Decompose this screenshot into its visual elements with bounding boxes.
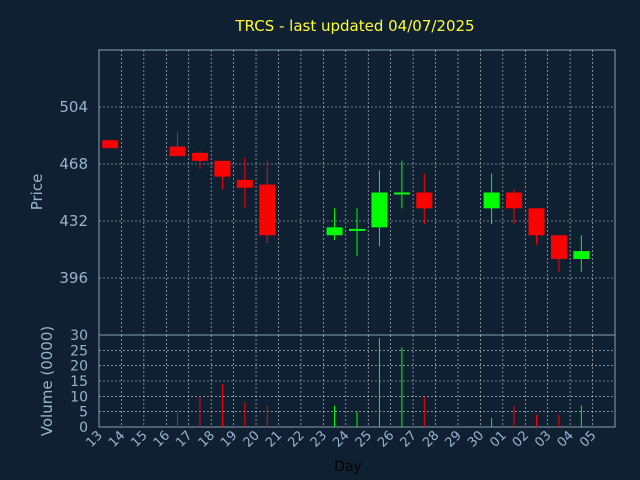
x-tick-label: 02 <box>510 428 532 450</box>
x-tick-label: 29 <box>442 428 464 450</box>
x-tick-label: 27 <box>398 428 420 450</box>
x-tick-label: 22 <box>285 428 307 450</box>
candle-body <box>214 160 231 177</box>
x-tick-label: 15 <box>128 428 150 450</box>
x-axis: 13 14 15 16 17 18 19 20 21 22 23 24 25 26 27 28 29 30 01 02… <box>84 428 600 450</box>
candle-body <box>528 208 545 236</box>
x-tick-label: 17 <box>173 428 195 450</box>
x-tick-label: 24 <box>330 428 352 450</box>
volume-tick-label: 5 <box>79 405 88 421</box>
price-axis-label: Price <box>28 174 46 211</box>
candle-body <box>393 192 410 195</box>
price-tick-label: 468 <box>59 155 88 173</box>
x-tick-label: 16 <box>151 428 173 450</box>
x-tick-label: 14 <box>106 428 128 450</box>
x-tick-label: 25 <box>353 428 375 450</box>
x-tick-label: 23 <box>308 428 330 450</box>
x-tick-label: 21 <box>263 428 285 450</box>
price-tick-label: 504 <box>59 98 88 116</box>
x-tick-label: 19 <box>218 428 240 450</box>
candle-body <box>349 228 365 231</box>
x-tick-label: 30 <box>465 428 487 450</box>
candle-body <box>169 146 186 157</box>
x-tick-label: 04 <box>555 428 577 450</box>
volume-tick-label: 15 <box>70 374 88 390</box>
x-tick-label: 18 <box>196 428 218 450</box>
price-tick-label: 432 <box>59 212 88 230</box>
candle-body <box>483 192 500 209</box>
candle-body <box>550 235 567 259</box>
price-tick-label: 396 <box>59 269 88 287</box>
volume-tick-label: 10 <box>70 389 88 405</box>
volume-tick-label: 25 <box>70 343 88 359</box>
volume-axis-label: Volume (0000) <box>38 326 56 436</box>
x-tick-label: 28 <box>420 428 442 450</box>
price-panel: 396 432 468 504 <box>59 49 616 336</box>
candle-body <box>102 140 119 149</box>
volume-tick-label: 0 <box>79 420 88 436</box>
candle-body <box>506 192 523 209</box>
x-tick-label: 01 <box>487 428 509 450</box>
x-tick-label: 05 <box>577 428 599 450</box>
x-axis-label: Day <box>334 459 362 475</box>
candle-body <box>416 192 433 209</box>
candle-body <box>236 179 253 188</box>
candle-body <box>573 251 590 259</box>
candle-body <box>326 227 343 236</box>
volume-tick-label: 30 <box>70 328 88 344</box>
chart-title: TRCS - last updated 04/07/2025 <box>234 17 474 35</box>
x-tick-label: 26 <box>375 428 397 450</box>
x-tick-label: 03 <box>532 428 554 450</box>
candle-body <box>371 192 388 228</box>
volume-tick-label: 20 <box>70 359 88 375</box>
candle-body <box>259 184 276 236</box>
candle-body <box>191 152 208 161</box>
price-plot-frame <box>98 49 616 336</box>
x-tick-label: 20 <box>241 428 263 450</box>
